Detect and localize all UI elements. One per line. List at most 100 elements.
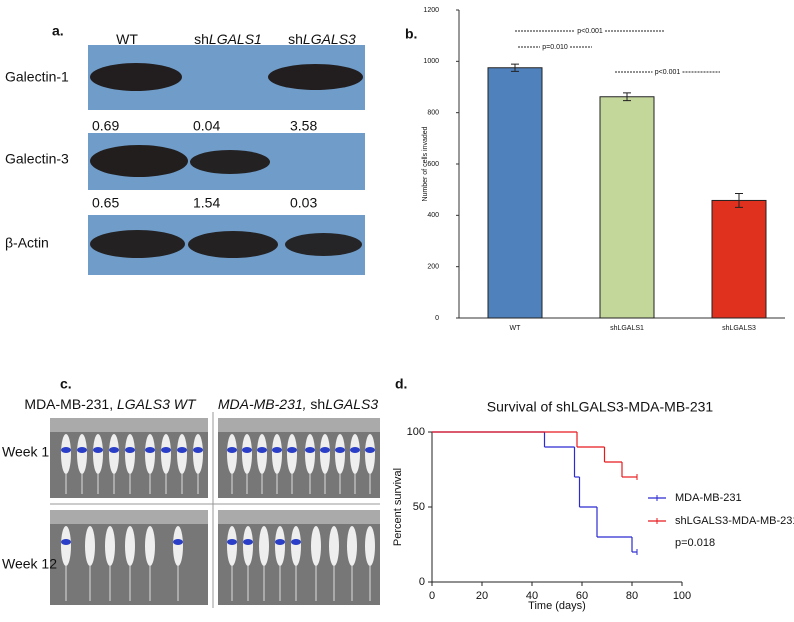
y-axis-label: Number of cells invaded — [422, 126, 429, 201]
mouse — [350, 434, 360, 474]
header-part: MDA-MB-231, — [218, 396, 307, 412]
error-bar — [511, 63, 519, 72]
p-value: p=0.010 — [542, 44, 568, 51]
signal — [275, 539, 285, 545]
header-part: sh — [194, 31, 209, 47]
mouse — [305, 434, 315, 474]
mouse — [291, 526, 301, 566]
image-top — [218, 510, 380, 524]
signal — [173, 539, 183, 545]
blot-band — [90, 63, 182, 91]
ratio: 0.69 — [92, 118, 119, 134]
mouse — [77, 434, 87, 474]
y-tick-label: 50 — [413, 501, 425, 513]
p-value: p<0.001 — [577, 28, 603, 35]
signal — [272, 447, 282, 453]
signal — [257, 447, 267, 453]
mouse — [109, 434, 119, 474]
y-tick-label: 400 — [427, 212, 439, 219]
row-label: Galectin-3 — [5, 151, 69, 167]
chart-title: Survival of shLGALS3-MDA-MB-231 — [487, 399, 714, 415]
legend-label: shLGALS3-MDA-MB-231 — [675, 515, 794, 527]
mouse — [61, 434, 71, 474]
mouse — [125, 526, 135, 566]
error-bar — [623, 92, 631, 102]
signal — [227, 447, 237, 453]
ratio: 3.58 — [290, 118, 317, 134]
ratio: 0.03 — [290, 195, 317, 211]
mouse — [272, 434, 282, 474]
y-tick-label: 800 — [427, 110, 439, 117]
y-tick-label: 0 — [435, 315, 439, 322]
x-tick-label: shLGALS3 — [722, 325, 756, 332]
column-header: shLGALS1 — [194, 31, 262, 47]
mouse — [125, 434, 135, 474]
column-header: shLGALS3 — [288, 31, 356, 47]
signal — [287, 447, 297, 453]
signal — [291, 539, 301, 545]
row-label: Galectin-1 — [5, 69, 69, 85]
header-part: sh — [288, 31, 303, 47]
blot-band — [285, 233, 362, 256]
mouse — [243, 526, 253, 566]
imaging — [50, 412, 380, 608]
mouse — [335, 434, 345, 474]
p-value: p<0.001 — [655, 69, 681, 76]
signal — [77, 447, 87, 453]
row-label: Week 1 — [2, 444, 49, 460]
x-tick-label: 60 — [576, 590, 588, 602]
legend-label: MDA-MB-231 — [675, 492, 742, 504]
mouse — [227, 434, 237, 474]
mouse — [193, 434, 203, 474]
mouse — [320, 434, 330, 474]
signal — [350, 447, 360, 453]
signal — [145, 447, 155, 453]
blot-band — [90, 230, 185, 258]
image-top — [50, 510, 208, 524]
header-part: LGALS3 — [325, 396, 378, 412]
y-tick-label: 1200 — [423, 7, 439, 14]
header-part: LGALS3 WT — [117, 396, 197, 412]
ratio: 1.54 — [193, 195, 220, 211]
signal — [93, 447, 103, 453]
blot-band — [268, 64, 363, 90]
y-tick-label: 200 — [427, 264, 439, 271]
mouse — [257, 434, 267, 474]
image-top — [218, 418, 380, 432]
signal — [61, 539, 71, 545]
mouse — [259, 526, 269, 566]
blot-band — [90, 145, 188, 177]
mouse — [242, 434, 252, 474]
blot-band — [188, 231, 278, 258]
p-value: p=0.018 — [675, 537, 715, 549]
x-tick-label: 100 — [673, 590, 691, 602]
column-header: WT — [116, 31, 138, 47]
bar — [487, 67, 543, 319]
signal — [109, 447, 119, 453]
image-top — [50, 418, 208, 432]
mouse — [275, 526, 285, 566]
panel-label: b. — [405, 26, 417, 42]
mouse — [177, 434, 187, 474]
signal — [320, 447, 330, 453]
y-tick-label: 100 — [407, 426, 425, 438]
signal — [305, 447, 315, 453]
signal — [365, 447, 375, 453]
ratio: 0.04 — [193, 118, 220, 134]
mouse — [145, 434, 155, 474]
header-part: LGALS3 — [303, 31, 356, 47]
signal — [177, 447, 187, 453]
column-header: MDA-MB-231, LGALS3 WT — [24, 396, 197, 412]
mouse — [227, 526, 237, 566]
signal — [61, 447, 71, 453]
signal — [193, 447, 203, 453]
signal — [125, 447, 135, 453]
mouse — [93, 434, 103, 474]
blot-image — [88, 45, 365, 275]
mouse — [287, 434, 297, 474]
signal — [243, 539, 253, 545]
bar — [599, 96, 655, 319]
mouse — [329, 526, 339, 566]
mouse — [365, 526, 375, 566]
